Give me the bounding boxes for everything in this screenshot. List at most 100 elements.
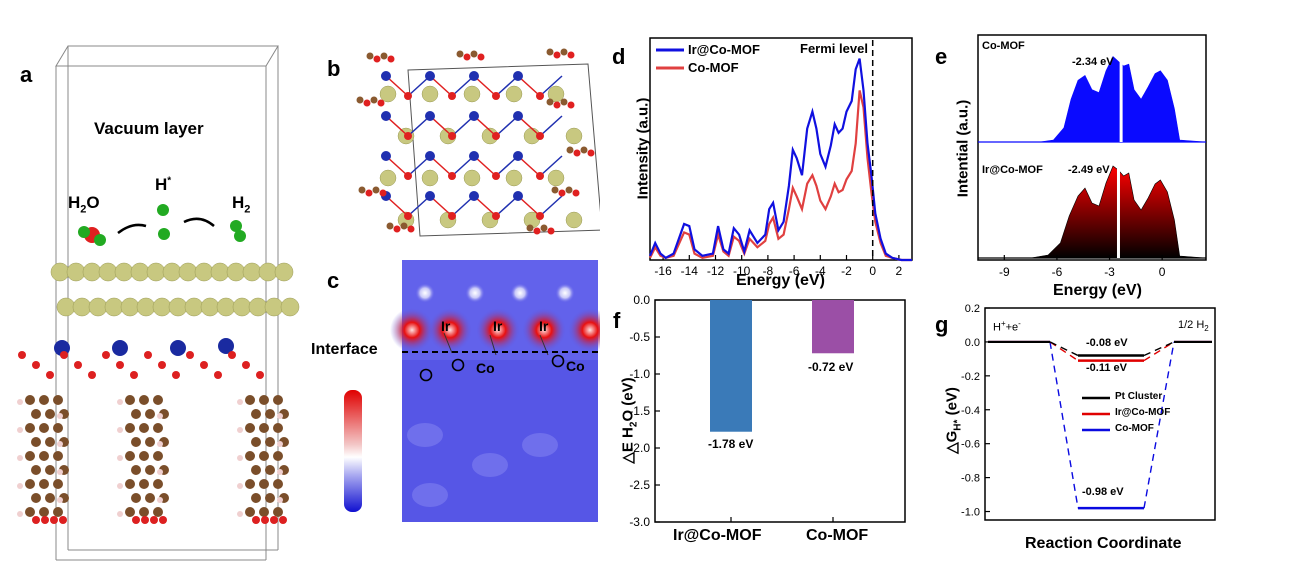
ir-atom [463,169,481,187]
c-atom [139,395,149,405]
h-atom [230,220,242,232]
ir-atom [421,85,439,103]
linker-atom [463,53,471,61]
linker-atom [407,225,415,233]
ir-atom [98,262,118,282]
panel-c-charge-density [344,260,600,522]
ir-atom [505,169,523,187]
c-atom [259,451,269,461]
c-atom [245,451,255,461]
e-xtick-label: -3 [1104,265,1115,279]
o-atom [158,361,166,369]
co-atom [218,338,234,354]
o-atom [60,351,68,359]
d-xtick-label: -12 [707,264,725,278]
c-atom [125,507,135,517]
co-atom [469,111,479,121]
co-site-marker [451,358,465,372]
g-xlabel: Reaction Coordinate [1025,535,1182,552]
c-atom [273,423,283,433]
ir-atom [120,297,140,317]
ir-atom [136,297,156,317]
c-atom [125,395,135,405]
c-atom [273,479,283,489]
e-xtick-label: 0 [1159,265,1166,279]
c-atom [251,409,261,419]
linker-atom [560,98,568,106]
f-ytick-label: -3.0 [629,515,650,529]
e-top-center: -2.34 eV [1072,56,1114,68]
arrow-icon [183,217,215,227]
c-atom [265,465,275,475]
h2-label: H2 [232,193,251,216]
linker-atom [358,186,366,194]
g-ytick-label: 0.2 [965,303,980,315]
co-atom [425,191,435,201]
c-atom [39,507,49,517]
arrow-icon [117,223,147,234]
e-bottom-center: -2.49 eV [1068,164,1110,176]
co-atom [425,111,435,121]
charge-blob [390,308,434,352]
c-atom [39,395,49,405]
o-atom [242,361,250,369]
o-atom [74,361,82,369]
ir-atom [379,85,397,103]
ir-atom [184,297,204,317]
charge-blob [522,308,566,352]
d-xtick-label: -8 [763,264,774,278]
dband-area-co-mof [978,56,1207,143]
h-atom [17,427,23,433]
ir-atom [210,262,230,282]
c-atom [139,507,149,517]
h-atom [237,483,243,489]
h-atom [277,497,283,503]
c-atom [245,479,255,489]
o-atom [32,361,40,369]
c-atom [245,507,255,517]
c-atom [131,437,141,447]
c-atom [31,465,41,475]
c-atom [39,423,49,433]
c-atom [53,479,63,489]
co-atom [513,151,523,161]
o-atom [279,516,287,524]
g-ytick-label: -0.6 [961,439,980,451]
linker-atom [356,96,364,104]
panel-label-e: e [935,44,948,69]
bar-co-mof [812,300,854,354]
c-atom [131,465,141,475]
h-atom [117,399,123,405]
d-xlabel: Energy (eV) [736,272,825,289]
f-ytick-label: -1.5 [629,404,650,418]
bond [539,195,563,217]
charge-blob [555,283,575,303]
g-ytick-label: 0.0 [965,337,980,349]
linker-atom [567,101,575,109]
ir-label-3: Ir [539,318,549,334]
h-atom [17,483,23,489]
linker-atom [365,189,373,197]
g-label-ir: -0.11 eV [1086,362,1127,374]
charge-blob [428,308,472,352]
c-atom [153,507,163,517]
f-ytick-label: -0.5 [629,330,650,344]
linker-atom [551,186,559,194]
o-atom [404,212,412,220]
o-atom [536,92,544,100]
f-ytick-label: -1.0 [629,367,650,381]
charge-blob [412,483,448,507]
linker-atom [363,99,371,107]
g-legend-pt: Pt Cluster [1115,391,1163,402]
f-ytick-label: 0.0 [633,293,650,307]
h-atom [157,469,163,475]
h-atom [157,413,163,419]
h-atom [237,399,243,405]
o-atom [46,371,54,379]
c-atom [45,437,55,447]
c-atom [245,423,255,433]
h-atom [157,497,163,503]
c-atom [45,409,55,419]
o-atom [448,212,456,220]
d-xtick-label: -2 [841,264,852,278]
